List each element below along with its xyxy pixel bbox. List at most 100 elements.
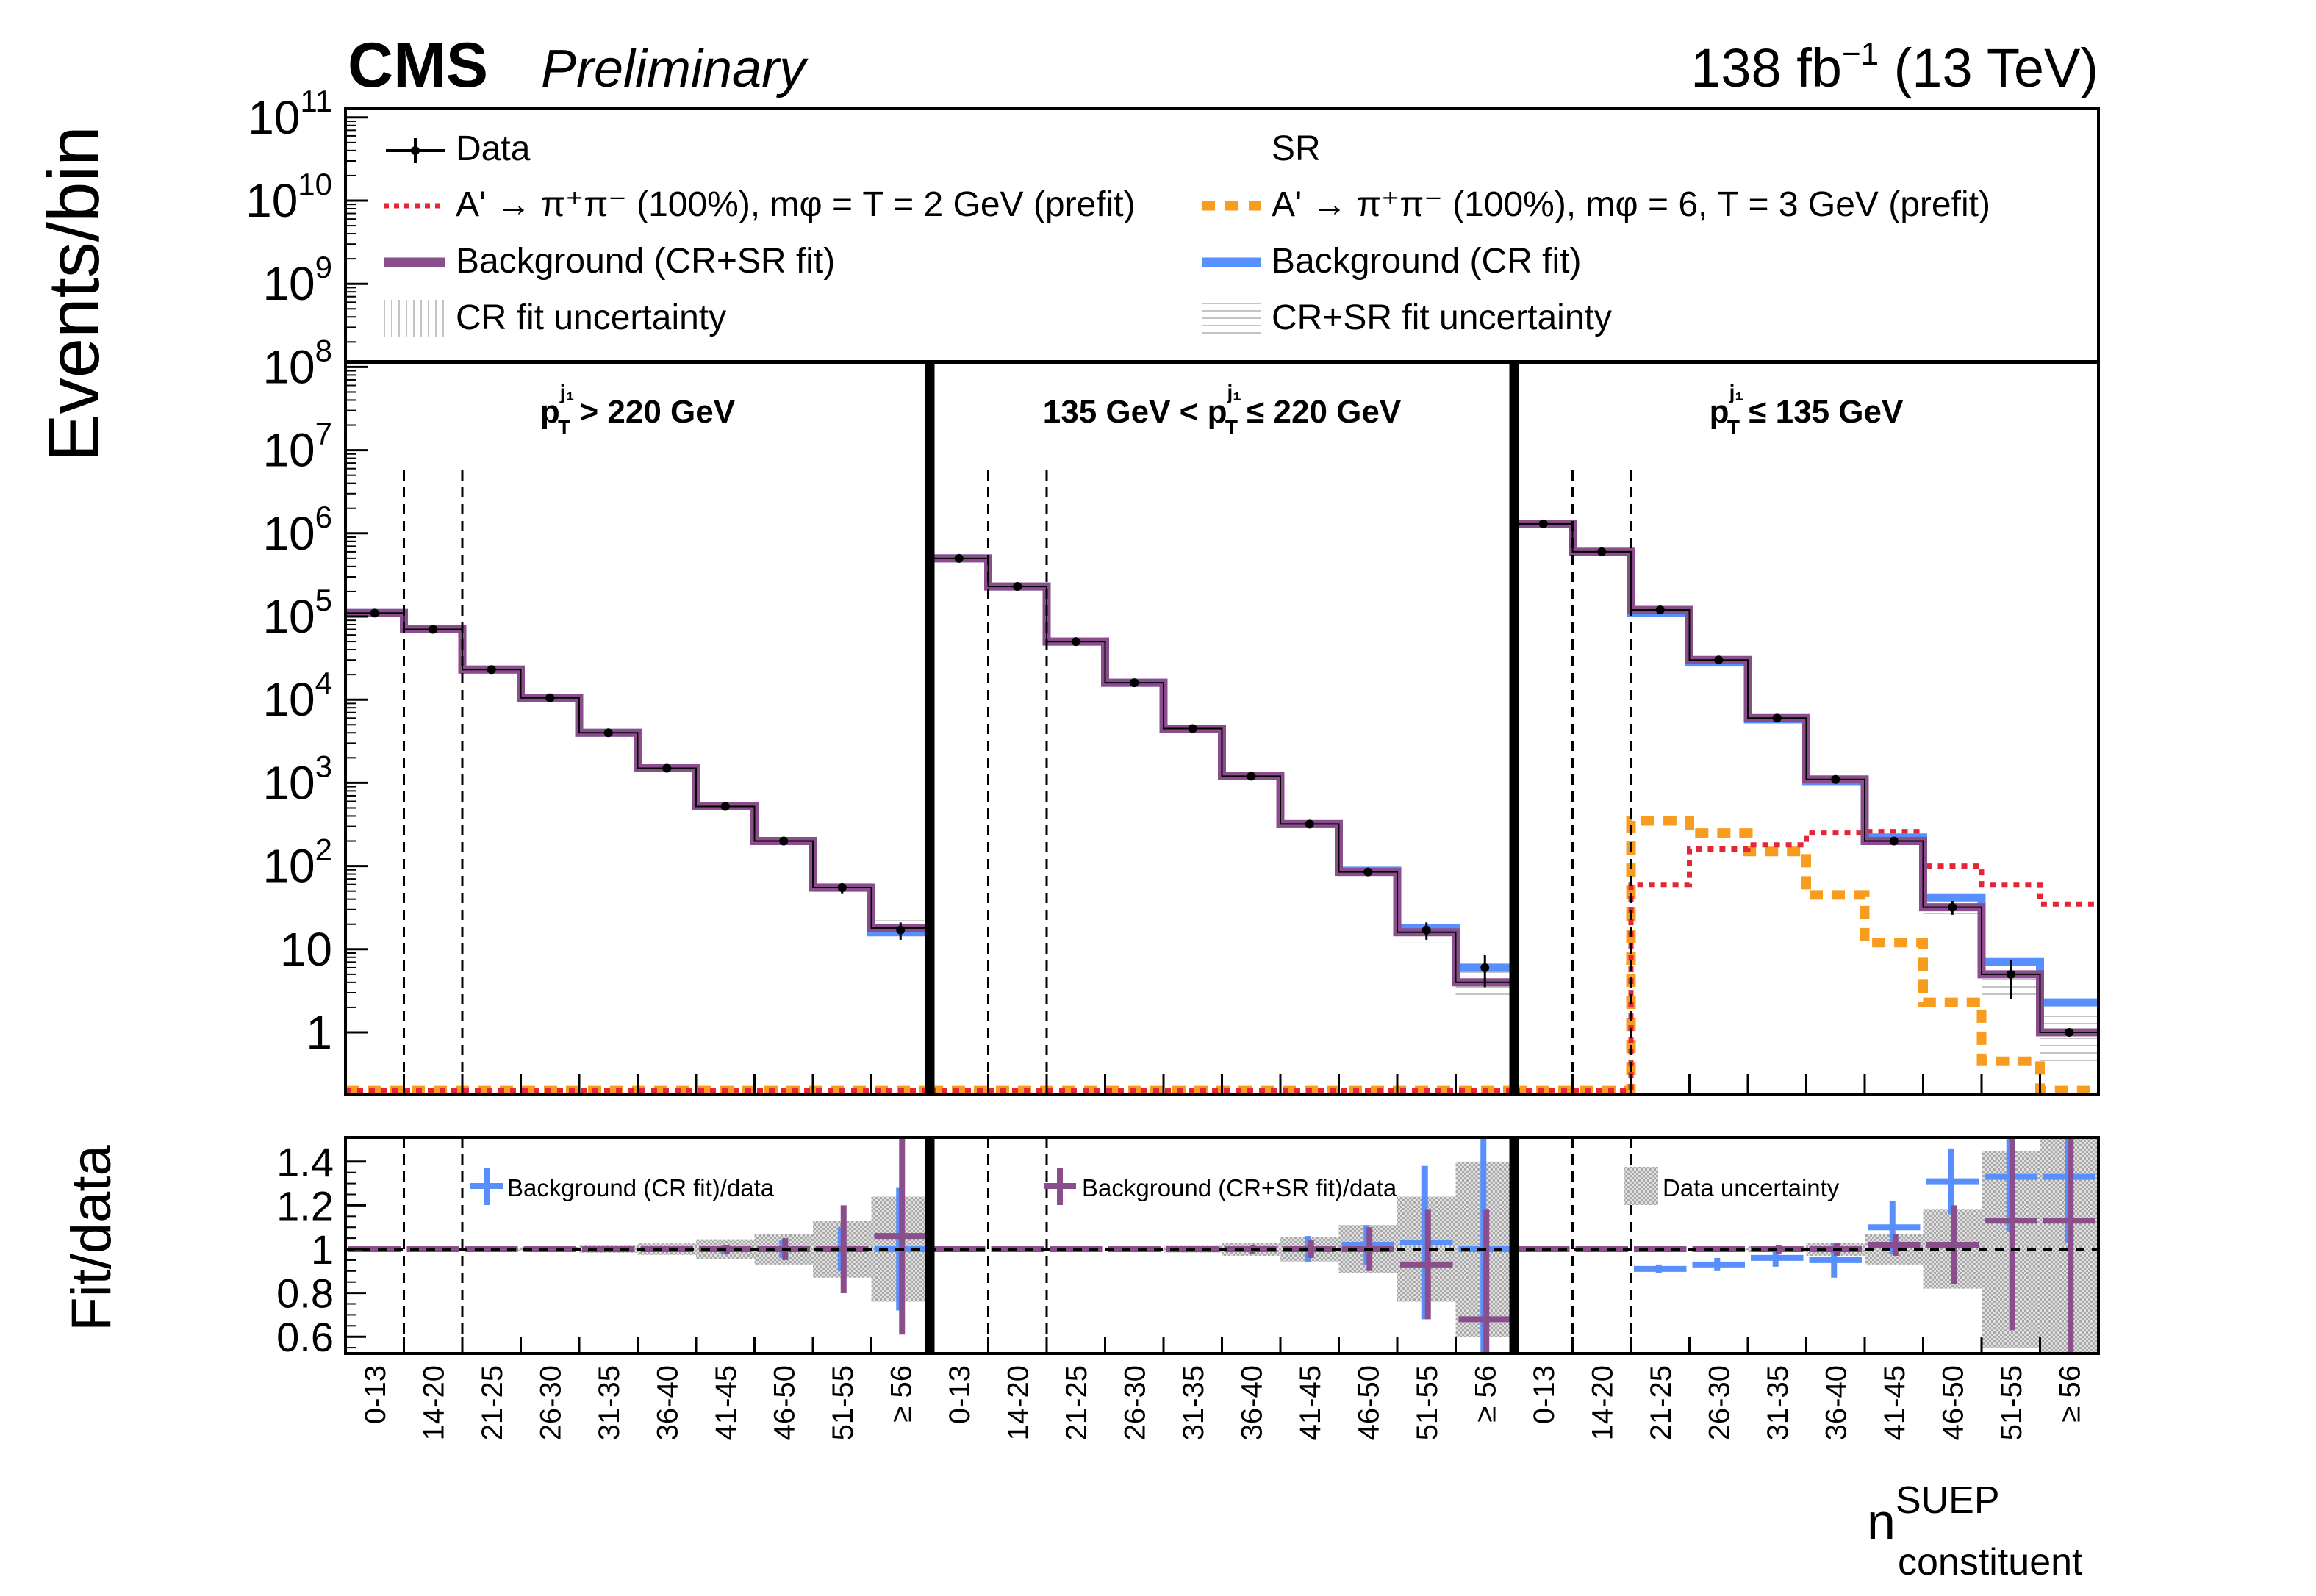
ratio-legend-data-unc-swatch bbox=[1624, 1167, 1658, 1205]
data-point bbox=[1363, 867, 1373, 877]
data-point bbox=[779, 836, 789, 846]
bin-label: 51-55 bbox=[827, 1365, 859, 1440]
bin-label: 41-45 bbox=[1294, 1365, 1327, 1440]
data-point bbox=[1948, 902, 1957, 912]
data-point bbox=[487, 665, 496, 675]
legend-crsr-unc-swatch bbox=[1202, 300, 1261, 337]
legend-signal1-label: A' → π⁺π⁻ (100%), mφ = T = 2 GeV (prefit… bbox=[456, 185, 1136, 224]
bin-label: 26-30 bbox=[1119, 1365, 1151, 1440]
data-point bbox=[1889, 836, 1899, 846]
bin-label: 21-25 bbox=[1061, 1365, 1093, 1440]
data-point bbox=[1247, 772, 1256, 781]
bin-label: 41-45 bbox=[710, 1365, 742, 1440]
legend-bkg-crsr-label: Background (CR+SR fit) bbox=[456, 242, 835, 281]
ratio-y-tick-label: 1 bbox=[311, 1226, 334, 1273]
legend-data-marker-dot bbox=[411, 146, 420, 155]
ratio-legend-crsr-label: Background (CR+SR fit)/data bbox=[1082, 1174, 1397, 1201]
bin-label: 31-35 bbox=[1762, 1365, 1794, 1440]
y-tick-label: 106 bbox=[262, 500, 332, 560]
y-tick-label: 103 bbox=[262, 749, 332, 809]
data-point bbox=[1597, 547, 1607, 556]
signal2-line bbox=[1514, 816, 2098, 1096]
axes: 0-13 14-20 21-25 26-30 31-35 36-40 41-45 46-50 5… bbox=[245, 84, 2100, 1440]
cms-label: CMS bbox=[348, 30, 488, 101]
legend: Data SR A' → π⁺π⁻ (100%), mφ = T = 2 GeV… bbox=[384, 129, 1990, 337]
bin-label: 14-20 bbox=[417, 1365, 450, 1440]
bin-label: 26-30 bbox=[534, 1365, 567, 1440]
ratio-y-tick-label: 0.8 bbox=[276, 1270, 334, 1317]
data-point bbox=[1188, 724, 1197, 733]
bin-label: 26-30 bbox=[1703, 1365, 1735, 1440]
ratio-y-tick-label: 0.6 bbox=[276, 1314, 334, 1360]
y-tick-label: 105 bbox=[262, 583, 332, 643]
main-plot: pj₁ T > 220 GeV 135 GeV < pj₁ T ≤ 220 GeV pj… bbox=[345, 381, 2098, 1096]
data-point bbox=[2065, 1028, 2074, 1037]
data-point bbox=[1421, 925, 1431, 935]
bkg-outline bbox=[345, 612, 930, 929]
y-tick-label: 102 bbox=[262, 833, 332, 893]
ratio-legend: Background (CR fit)/data Background (CR+… bbox=[470, 1167, 1840, 1205]
data-point bbox=[954, 553, 964, 563]
bin-label: ≥ 56 bbox=[885, 1365, 917, 1423]
y-tick-label: 109 bbox=[262, 250, 332, 310]
y-tick-label: 104 bbox=[262, 666, 332, 726]
data-point bbox=[1071, 637, 1080, 647]
y-axis-title: Events/bin bbox=[33, 126, 114, 462]
bin-label: 51-55 bbox=[1996, 1365, 2028, 1440]
bin-label: 46-50 bbox=[1352, 1365, 1385, 1440]
region-label: pj₁ T ≤ 135 GeV bbox=[1710, 381, 1904, 439]
data-point bbox=[2006, 969, 2015, 979]
data-point bbox=[1714, 655, 1724, 665]
bin-label: 36-40 bbox=[1820, 1365, 1852, 1440]
data-point bbox=[603, 728, 613, 738]
bin-label: 21-25 bbox=[1645, 1365, 1677, 1440]
main-unc-hatch bbox=[2040, 1015, 2098, 1066]
lumi-label: 138 fb−1 (13 TeV) bbox=[1691, 36, 2098, 98]
legend-sr-label: SR bbox=[1272, 129, 1321, 168]
y-tick-label: 1011 bbox=[248, 84, 332, 144]
ratio-legend-data-unc-label: Data uncertainty bbox=[1663, 1174, 1840, 1201]
bin-label: 0-13 bbox=[1528, 1365, 1560, 1424]
y-tick-label: 10 bbox=[280, 923, 332, 976]
y-tick-label: 1 bbox=[306, 1006, 332, 1059]
data-point bbox=[1538, 519, 1548, 528]
data-point bbox=[896, 925, 906, 935]
bkg-crsr-line bbox=[345, 608, 930, 932]
data-point bbox=[370, 608, 379, 618]
data-point bbox=[429, 625, 438, 634]
data-point bbox=[837, 883, 847, 892]
data-point bbox=[1480, 963, 1490, 972]
region-label: 135 GeV < pj₁ T ≤ 220 GeV bbox=[1043, 381, 1402, 439]
bkg-outline bbox=[1514, 522, 2098, 1033]
y-tick-label: 108 bbox=[262, 333, 332, 393]
bin-label: 31-35 bbox=[593, 1365, 625, 1440]
data-point bbox=[1772, 713, 1782, 723]
legend-cr-unc-label: CR fit uncertainty bbox=[456, 298, 726, 337]
legend-crsr-unc-label: CR+SR fit uncertainty bbox=[1272, 298, 1612, 337]
bin-label: 41-45 bbox=[1879, 1365, 1911, 1440]
data-point bbox=[1831, 774, 1840, 784]
ratio-legend-cr-label: Background (CR fit)/data bbox=[507, 1174, 775, 1201]
y-tick-label: 107 bbox=[262, 417, 332, 477]
data-point bbox=[1013, 582, 1022, 592]
data-point bbox=[1655, 605, 1665, 615]
x-axis-title: nSUEP constituent bbox=[1867, 1479, 2083, 1584]
bin-label: 21-25 bbox=[476, 1365, 509, 1440]
y-tick-label: 1010 bbox=[245, 167, 332, 227]
bin-label: 46-50 bbox=[1937, 1365, 1969, 1440]
data-point bbox=[720, 802, 730, 811]
bkg-outline bbox=[930, 557, 1514, 983]
preliminary-label: Preliminary bbox=[541, 40, 809, 98]
bin-label: 51-55 bbox=[1411, 1365, 1444, 1440]
bin-label: 14-20 bbox=[1586, 1365, 1618, 1440]
legend-cr-unc-swatch bbox=[384, 300, 445, 337]
data-point bbox=[545, 693, 555, 702]
ratio-y-tick-label: 1.4 bbox=[276, 1139, 334, 1185]
data-point bbox=[1305, 819, 1314, 829]
bin-label: 36-40 bbox=[1236, 1365, 1268, 1440]
bin-label: 31-35 bbox=[1177, 1365, 1210, 1440]
data-point bbox=[662, 763, 672, 773]
region-label: pj₁ T > 220 GeV bbox=[540, 381, 736, 439]
bin-label: ≥ 56 bbox=[2054, 1365, 2086, 1423]
